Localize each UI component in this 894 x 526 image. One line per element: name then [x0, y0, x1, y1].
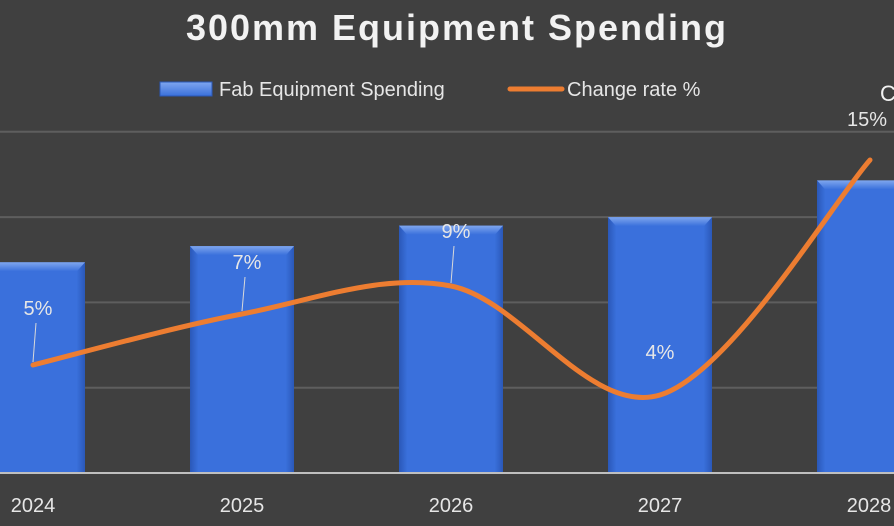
bar-bevel — [817, 180, 894, 190]
x-tick-label: 2025 — [220, 495, 265, 517]
bar — [0, 262, 85, 473]
data-label: 5% — [24, 298, 53, 320]
bar — [399, 225, 503, 473]
change-rate-line — [30, 157, 873, 400]
data-label: 15% — [847, 109, 887, 131]
bar-bevel — [190, 246, 294, 256]
bar — [817, 180, 894, 473]
legend: Fab Equipment Spending Change rate % — [159, 79, 701, 101]
bar — [190, 246, 294, 473]
bar-bevel — [0, 262, 85, 272]
chart-title: 300mm Equipment Spending — [186, 7, 728, 48]
x-tick-label: 2024 — [11, 495, 56, 517]
bar-bevel — [399, 225, 503, 235]
data-label: 7% — [233, 252, 262, 274]
data-label: 9% — [442, 221, 471, 243]
x-tick-label: 2026 — [429, 495, 474, 517]
bar-2028 — [817, 180, 894, 473]
x-tick-label: 2028 — [847, 495, 892, 517]
bar-2026 — [399, 225, 503, 473]
bar — [608, 217, 712, 473]
data-label: 4% — [646, 342, 675, 364]
legend-line-label: Change rate % — [567, 79, 701, 101]
leader-line — [450, 245, 455, 284]
bar-bevel — [608, 217, 712, 227]
leader-line — [241, 276, 246, 312]
bar-2027 — [608, 217, 712, 473]
cut-off-text: C — [880, 81, 894, 106]
x-tick-label: 2027 — [638, 495, 683, 517]
legend-bar-swatch — [159, 81, 213, 97]
legend-bar-label: Fab Equipment Spending — [219, 79, 445, 101]
bar-2025 — [190, 246, 294, 473]
leader-line — [32, 322, 37, 363]
bar-2024 — [0, 262, 85, 473]
